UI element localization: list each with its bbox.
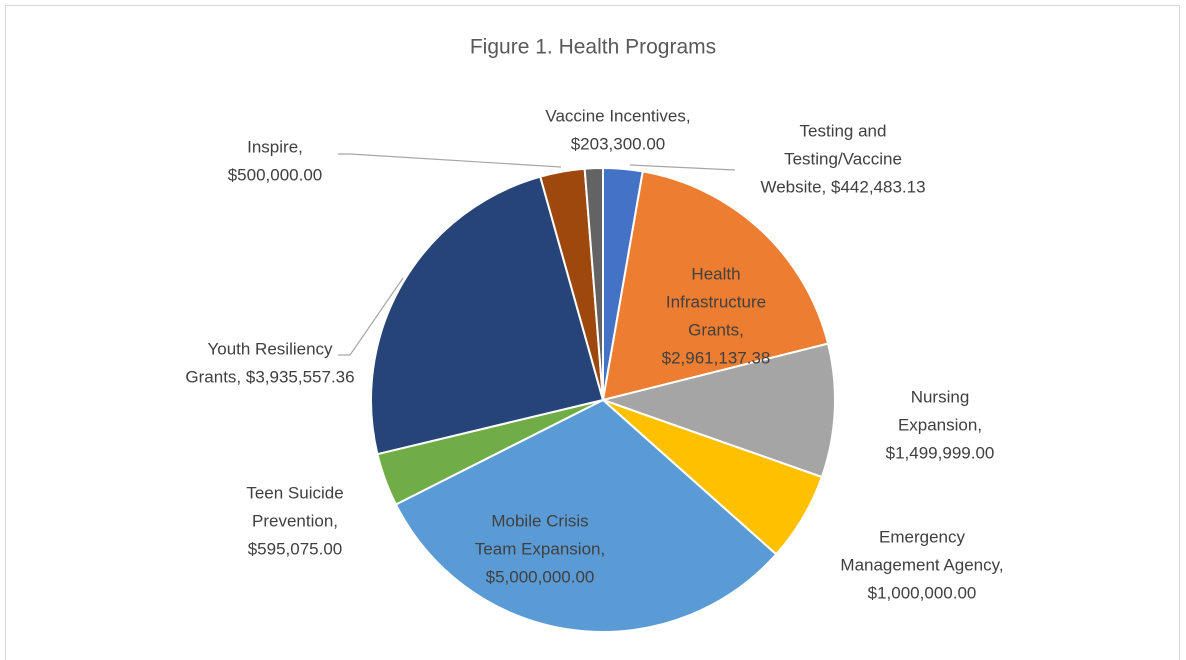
- data-label: Inspire,: [247, 137, 303, 156]
- data-label: Mobile Crisis: [491, 511, 588, 530]
- data-label: Emergency: [879, 527, 965, 546]
- data-label: Website, $442,483.13: [760, 177, 925, 196]
- data-label: Infrastructure: [666, 292, 766, 311]
- chart-title: Figure 1. Health Programs: [470, 36, 716, 59]
- data-label: Team Expansion,: [475, 539, 605, 558]
- data-label: Testing and: [800, 121, 887, 140]
- data-label: Grants,: [688, 320, 744, 339]
- data-label: $500,000.00: [228, 165, 323, 184]
- data-label: Prevention,: [252, 511, 338, 530]
- data-label: $2,961,137.38: [662, 348, 771, 367]
- pie-slice: [601, 170, 830, 402]
- pie-slice: [370, 175, 605, 456]
- data-label: Grants, $3,935,557.36: [185, 367, 354, 386]
- data-label: $595,075.00: [248, 539, 343, 558]
- pie-slice: [583, 166, 604, 401]
- leader-line: [338, 277, 404, 356]
- data-label: $1,000,000.00: [868, 583, 977, 602]
- pie-slice: [394, 398, 778, 633]
- data-label: $5,000,000.00: [486, 567, 595, 586]
- data-label: Youth Resiliency: [207, 339, 333, 358]
- leader-line: [338, 153, 562, 168]
- leader-line: [629, 164, 736, 171]
- data-label: $203,300.00: [571, 134, 666, 153]
- data-label: Health: [691, 264, 740, 283]
- data-label: Vaccine Incentives,: [545, 106, 690, 125]
- data-label: Expansion,: [898, 415, 982, 434]
- data-label: Nursing: [911, 387, 970, 406]
- data-label: Management Agency,: [840, 555, 1003, 574]
- data-label: Teen Suicide: [246, 483, 343, 502]
- pie-slice: [599, 342, 836, 479]
- data-label: Testing/Vaccine: [784, 149, 902, 168]
- data-label: $1,499,999.00: [886, 443, 995, 462]
